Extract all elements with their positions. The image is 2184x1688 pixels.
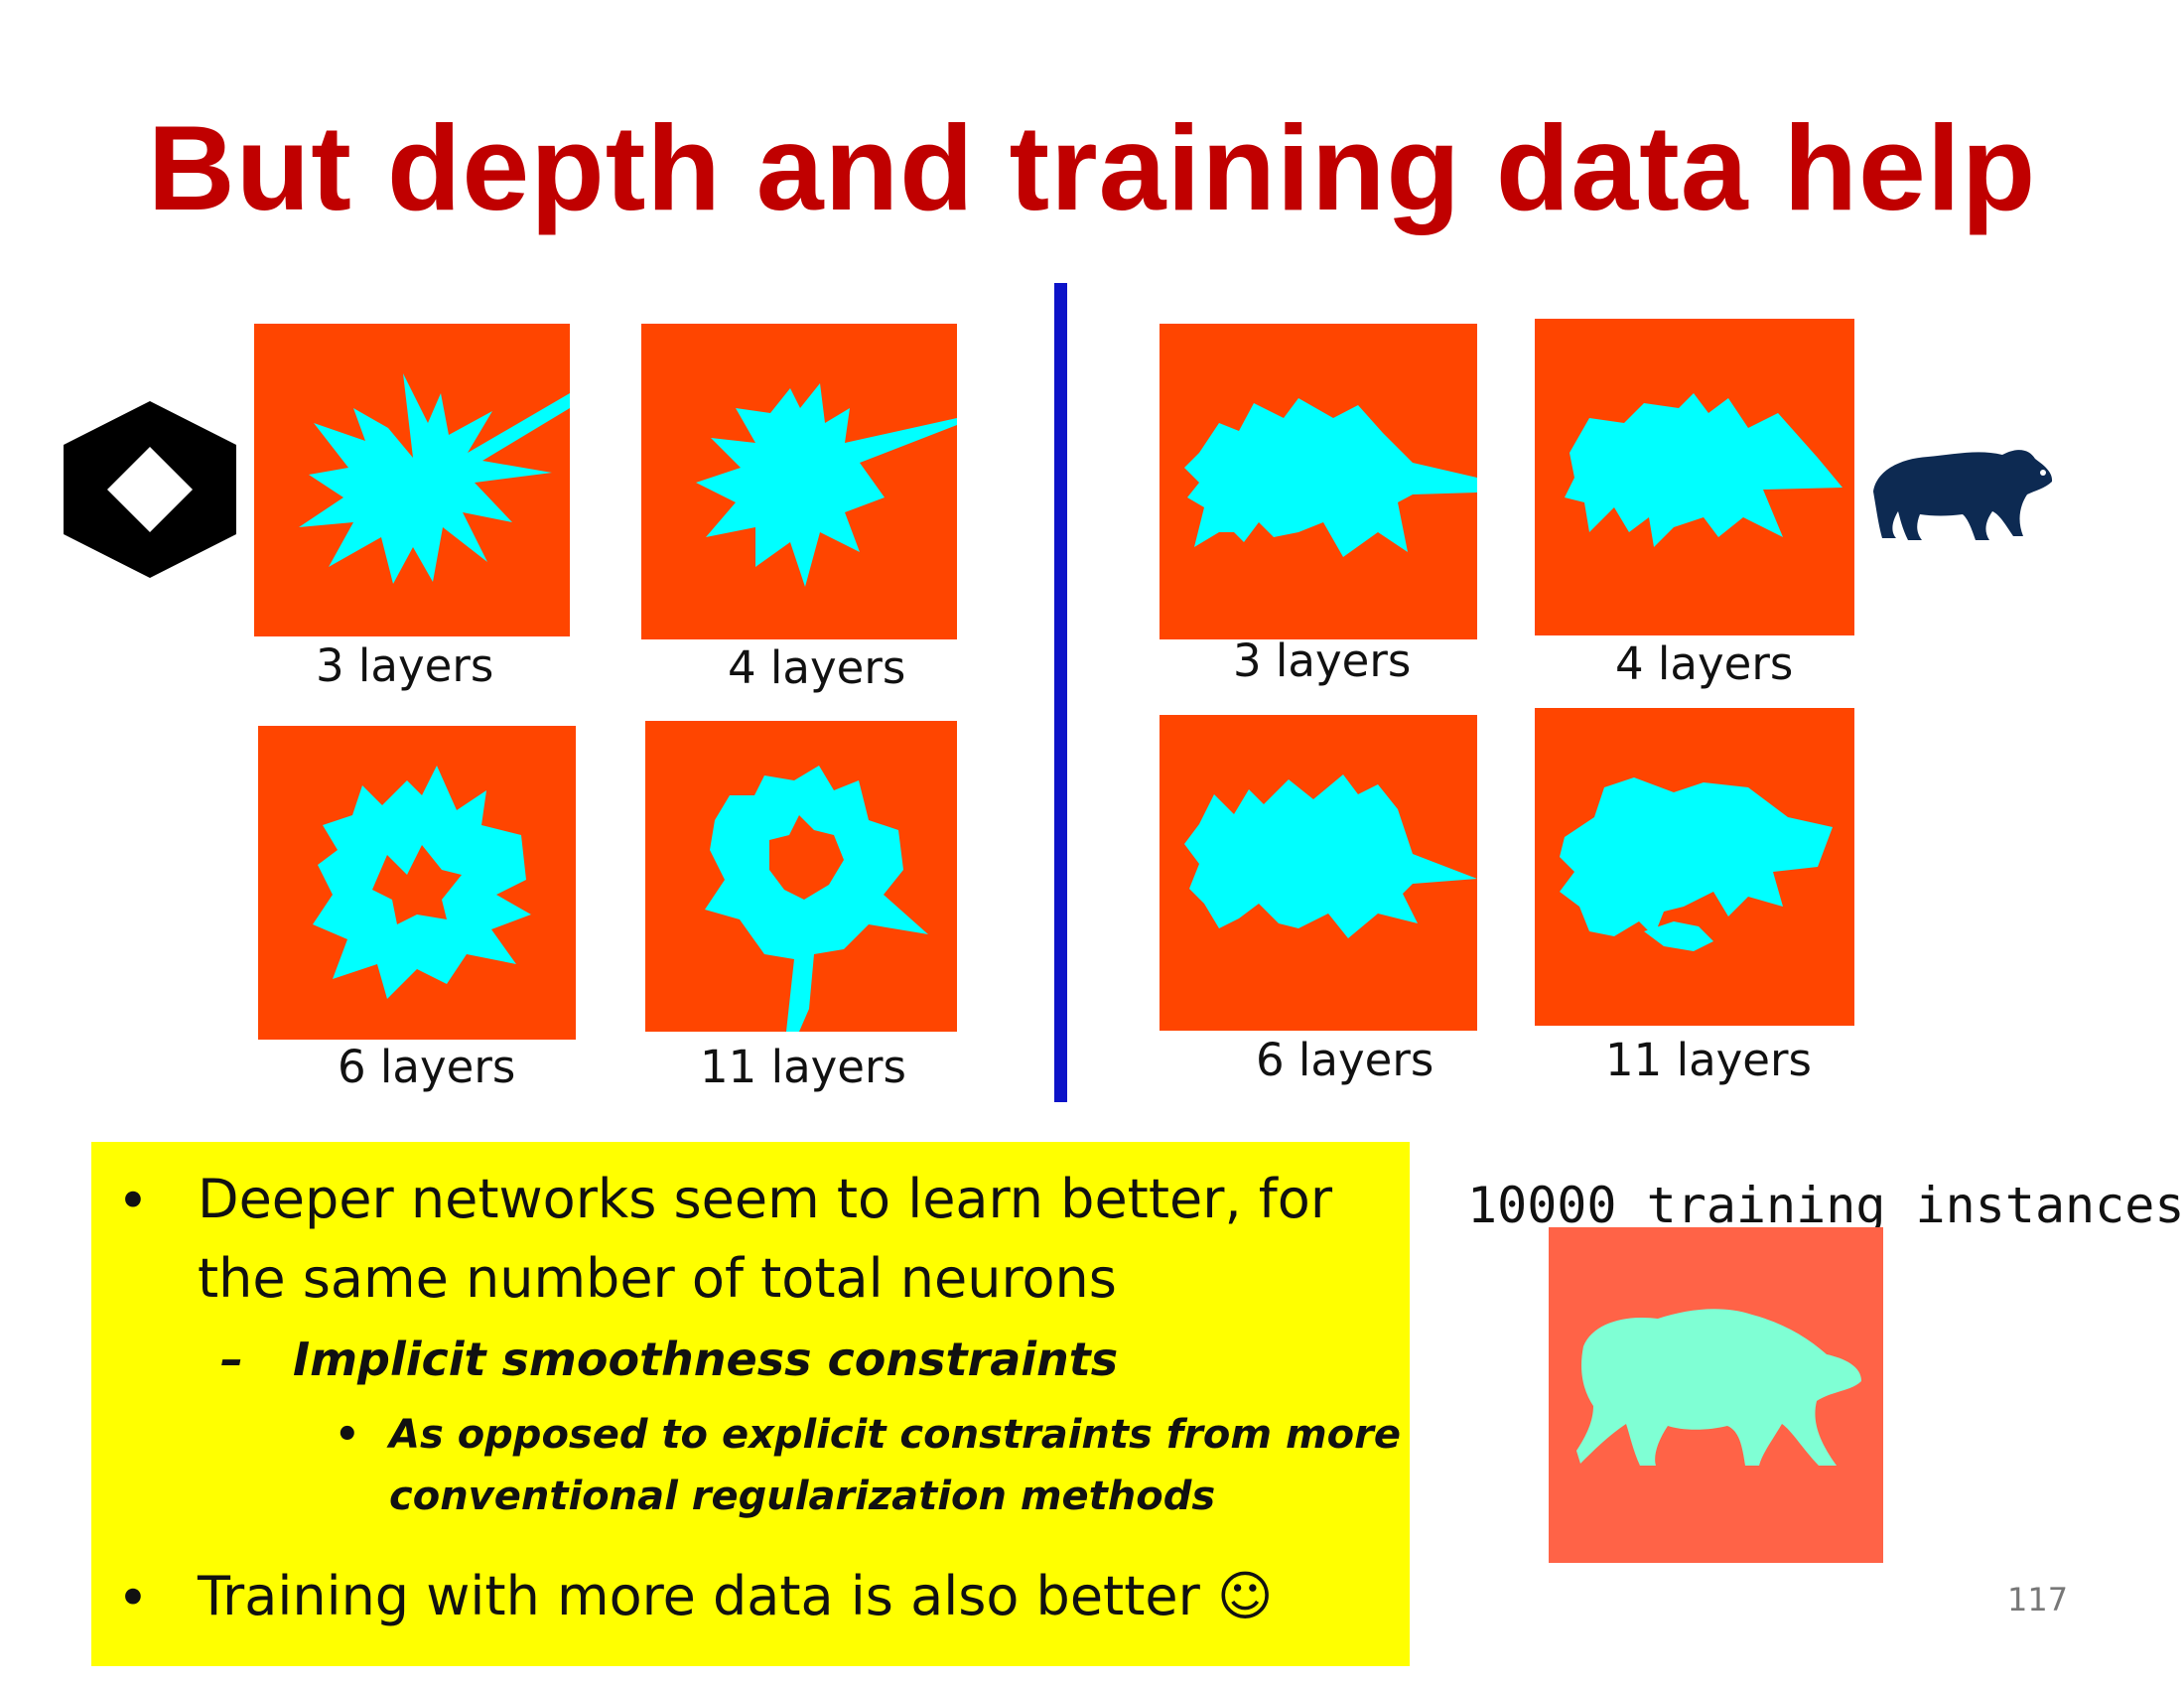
caption-left-3-layers: 3 layers — [316, 639, 494, 692]
bear-4-layers-panel — [1535, 319, 1854, 635]
sub-sub-bullet-marker: • — [335, 1412, 360, 1458]
caption-right-3-layers: 3 layers — [1233, 634, 1412, 687]
caption-right-4-layers: 4 layers — [1615, 637, 1794, 690]
learned-region-shape — [299, 373, 570, 584]
learned-region-shape — [1184, 398, 1477, 557]
slide-title: But depth and training data help — [147, 100, 2037, 235]
smooth-bear-panel — [1549, 1227, 1883, 1563]
hex-11-layers-panel — [645, 721, 957, 1032]
bullet-1-line-2: the same number of total neurons — [198, 1247, 1117, 1310]
caption-right-6-layers: 6 layers — [1256, 1034, 1434, 1086]
bullet-1-line-1: Deeper networks seem to learn better, fo… — [198, 1168, 1333, 1230]
bear-logo-icon — [1873, 450, 2053, 540]
bullet-marker: • — [117, 1567, 149, 1629]
caption-left-4-layers: 4 layers — [728, 641, 906, 694]
learned-region-shape — [705, 766, 928, 1032]
caption-left-6-layers: 6 layers — [338, 1041, 516, 1093]
bullet-marker: • — [117, 1170, 149, 1232]
learned-region-shape — [1560, 777, 1833, 951]
training-instances-label: 10000 training instances — [1467, 1177, 2184, 1234]
caption-right-11-layers: 11 layers — [1605, 1034, 1812, 1086]
vertical-divider — [1054, 283, 1067, 1102]
bear-6-layers-panel — [1160, 715, 1477, 1031]
page-number: 117 — [2007, 1581, 2069, 1618]
sub-sub-bullet-line-1: As opposed to explicit constraints from … — [389, 1412, 1401, 1458]
summary-bullet-box: • Deeper networks seem to learn better, … — [91, 1142, 1410, 1666]
sub-sub-bullet-line-2: conventional regularization methods — [389, 1474, 1216, 1519]
bear-3-layers-panel — [1160, 324, 1477, 639]
hex-6-layers-panel — [258, 726, 576, 1040]
learned-region-shape — [696, 383, 957, 587]
hex-4-layers-panel — [641, 324, 957, 639]
hex-3-layers-panel — [254, 324, 570, 636]
bullet-2-text: Training with more data is also better ☺ — [198, 1565, 1274, 1627]
bear-11-layers-panel — [1535, 708, 1854, 1026]
hexagon-target-icon — [64, 401, 236, 578]
learned-region-shape — [1565, 393, 1843, 547]
sub-bullet-dash: – — [220, 1333, 243, 1386]
learned-region-shape — [1184, 774, 1477, 938]
smooth-bear-shape — [1576, 1309, 1861, 1466]
sub-bullet-text: Implicit smoothness constraints — [293, 1333, 1119, 1386]
caption-left-11-layers: 11 layers — [700, 1041, 906, 1093]
learned-region-shape — [313, 766, 531, 999]
